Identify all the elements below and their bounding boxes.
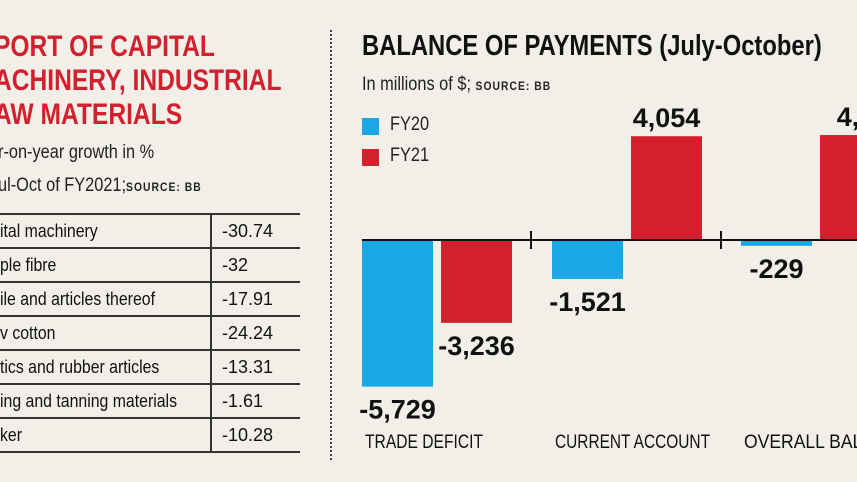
left-panel: PORT OF CAPITAL ACHINERY, INDUSTRIAL AW … bbox=[0, 0, 318, 482]
legend-label-fy21: FY21 bbox=[390, 145, 430, 166]
legend-label-fy20: FY20 bbox=[390, 114, 430, 135]
row-value: -30.74 bbox=[210, 213, 300, 248]
category-label-3: OVERALL BALA bbox=[744, 432, 857, 453]
row-label-cell: ker bbox=[0, 417, 211, 453]
row-label-cell: ple fibre bbox=[0, 247, 211, 282]
category-label-1: TRADE DEFICIT bbox=[365, 432, 483, 453]
chart-subtitle: In millions of $; SOURCE: BB bbox=[362, 74, 551, 96]
legend-swatch-fy20 bbox=[362, 118, 379, 135]
table-row: ker -10.28 bbox=[0, 417, 300, 453]
chart-units: In millions of $; bbox=[362, 74, 471, 95]
row-value: -1.61 bbox=[210, 383, 300, 418]
bar-fy21-2 bbox=[631, 136, 702, 240]
left-period: ul-Oct of FY2021;SOURCE: BB bbox=[0, 175, 202, 197]
data-label-fy20-2: -1,521 bbox=[549, 287, 626, 317]
row-value: -10.28 bbox=[210, 417, 300, 453]
row-label: tics and rubber articles bbox=[0, 356, 160, 377]
row-label-cell: ing and tanning materials bbox=[0, 383, 211, 418]
left-source: SOURCE: BB bbox=[126, 180, 202, 194]
table-row: v cotton -24.24 bbox=[0, 315, 300, 350]
row-label-cell: ital machinery bbox=[0, 213, 211, 248]
row-value: -17.91 bbox=[210, 281, 300, 316]
row-label: ing and tanning materials bbox=[0, 390, 178, 411]
table-row: tics and rubber articles -13.31 bbox=[0, 349, 300, 384]
table-row: ital machinery -30.74 bbox=[0, 213, 300, 248]
left-panel-title: PORT OF CAPITAL ACHINERY, INDUSTRIAL AW … bbox=[0, 30, 281, 132]
chart-source: SOURCE: BB bbox=[475, 79, 552, 93]
panel-divider bbox=[330, 30, 332, 460]
row-label: ple fibre bbox=[0, 254, 57, 275]
table-row: ing and tanning materials -1.61 bbox=[0, 383, 300, 418]
bar-fy20-2 bbox=[552, 240, 623, 279]
category-label-2: CURRENT ACCOUNT bbox=[555, 432, 710, 453]
left-title-line-3: AW MATERIALS bbox=[0, 98, 183, 131]
row-label: v cotton bbox=[0, 322, 56, 343]
row-value: -24.24 bbox=[210, 315, 300, 350]
table-row: ple fibre -32 bbox=[0, 247, 300, 282]
bar-fy20-3 bbox=[741, 240, 812, 246]
left-period-text: ul-Oct of FY2021; bbox=[0, 175, 127, 196]
left-subtitle: r-on-year growth in % bbox=[0, 142, 155, 163]
growth-table: ital machinery -30.74 ple fibre -32 ile … bbox=[0, 213, 300, 453]
bar-fy21-3 bbox=[820, 135, 857, 240]
data-label-fy20-1: -5,729 bbox=[359, 395, 436, 425]
data-label-fy21-1: -3,236 bbox=[438, 331, 515, 361]
data-label-fy21-3: 4,1 bbox=[837, 102, 857, 132]
legend-swatch-fy21 bbox=[362, 149, 379, 166]
row-label-cell: tics and rubber articles bbox=[0, 349, 211, 384]
bar-fy21-1 bbox=[441, 240, 512, 323]
row-label: ile and articles thereof bbox=[0, 288, 155, 309]
row-label: ker bbox=[0, 424, 23, 445]
data-label-fy21-2: 4,054 bbox=[633, 103, 701, 133]
left-title-line-1: PORT OF CAPITAL bbox=[0, 30, 215, 63]
row-value: -13.31 bbox=[210, 349, 300, 384]
chart-title: BALANCE OF PAYMENTS (July-October) bbox=[362, 30, 822, 62]
left-title-line-2: ACHINERY, INDUSTRIAL bbox=[0, 64, 282, 97]
row-label-cell: ile and articles thereof bbox=[0, 281, 211, 316]
data-label-fy20-3: -229 bbox=[749, 254, 803, 284]
row-value: -32 bbox=[210, 247, 300, 282]
row-label: ital machinery bbox=[0, 220, 98, 241]
bar-fy20-1 bbox=[362, 240, 433, 387]
row-label-cell: v cotton bbox=[0, 315, 211, 350]
table-row: ile and articles thereof -17.91 bbox=[0, 281, 300, 316]
